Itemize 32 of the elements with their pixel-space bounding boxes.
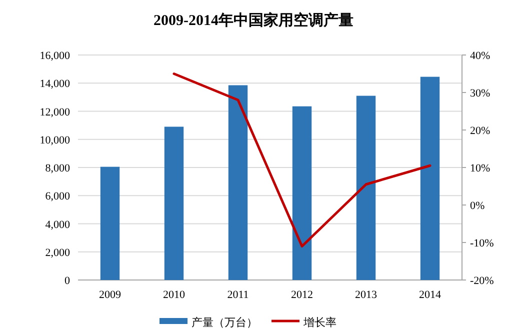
x-tick-label: 2012 <box>291 289 313 301</box>
x-tick-label: 2010 <box>163 289 186 301</box>
y-tick-label: 0 <box>64 275 70 287</box>
y-tick-label: 4,000 <box>45 218 70 231</box>
y2-tick-label: -10% <box>470 238 494 250</box>
y-tick-label: 2,000 <box>45 246 70 259</box>
bar <box>420 76 440 280</box>
legend-label: 增长率 <box>302 316 336 329</box>
x-tick-label: 2009 <box>99 289 122 301</box>
line-series <box>172 72 432 248</box>
y2-tick-label: 10% <box>470 162 490 174</box>
y-tick-label: 16,000 <box>40 50 70 62</box>
y-tick-label: 8,000 <box>45 162 70 174</box>
bar <box>292 106 312 280</box>
y-tick-label: 6,000 <box>45 190 70 203</box>
title: 2009-2014年中国家用空调产量 <box>154 13 354 29</box>
bar <box>100 166 120 280</box>
x-tick-label: 2011 <box>227 289 249 301</box>
y2-tick-label: 0% <box>470 200 485 212</box>
y-tick-label: 10,000 <box>40 134 70 146</box>
bar <box>356 96 376 280</box>
bar <box>164 126 184 280</box>
y2-tick-label: 30% <box>470 88 490 100</box>
y2-tick-label: 20% <box>470 125 490 137</box>
y-tick-label: 12,000 <box>40 106 70 118</box>
x-tick-label: 2014 <box>419 289 442 301</box>
legend-label: 产量（万台） <box>192 316 258 329</box>
y2-tick-label: -20% <box>470 275 494 287</box>
bar <box>228 85 248 280</box>
x-tick-label: 2013 <box>355 289 378 301</box>
y2-tick-label: 40% <box>470 50 490 62</box>
y-tick-label: 14,000 <box>40 78 70 90</box>
